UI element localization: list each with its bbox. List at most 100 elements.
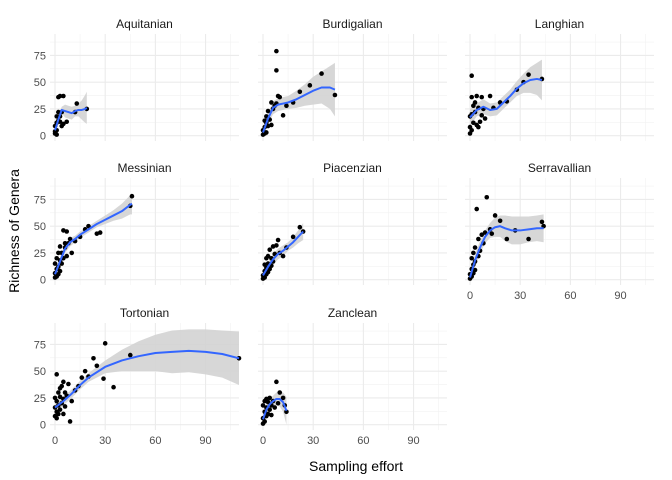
data-point [54, 415, 59, 421]
data-point [297, 89, 303, 95]
panel-piacenzian: Piacenzian [258, 161, 447, 285]
data-point [69, 250, 75, 256]
data-point [69, 398, 75, 404]
smoother-line [469, 77, 543, 119]
x-tick-label: 0 [52, 435, 58, 447]
smoother-line [262, 397, 288, 420]
data-point [64, 253, 70, 259]
x-tick-label: 30 [99, 435, 111, 447]
y-tick-label: 25 [34, 104, 46, 116]
data-point [307, 83, 313, 88]
data-point [269, 100, 274, 105]
data-point [479, 232, 485, 238]
confidence-band [55, 192, 132, 280]
data-point [274, 243, 279, 248]
data-point [482, 116, 488, 121]
data-point [504, 236, 510, 242]
data-point [61, 379, 66, 385]
data-point [56, 390, 61, 395]
data-point [129, 193, 135, 199]
data-point [67, 419, 73, 424]
panel-title: Messinian [117, 161, 171, 175]
data-point [469, 255, 474, 261]
data-point [269, 122, 274, 128]
data-point [472, 245, 478, 250]
panel-messinian: Messinian 0 25 50 75 [34, 161, 239, 287]
data-point [526, 72, 531, 77]
data-point [472, 100, 478, 105]
data-point [284, 409, 289, 415]
data-point [57, 407, 63, 412]
data-point [275, 400, 281, 406]
x-tick-label: 0 [467, 290, 473, 302]
data-point [332, 92, 338, 98]
x-tick-label: 60 [564, 290, 576, 302]
data-point [82, 368, 88, 374]
data-point [54, 132, 59, 137]
data-point [57, 394, 63, 400]
data-point [489, 231, 495, 236]
data-point [474, 206, 480, 212]
x-tick-label: 60 [357, 435, 369, 447]
data-point [267, 407, 273, 412]
data-point [57, 244, 63, 249]
x-tick-label: 30 [307, 435, 319, 447]
data-point [269, 412, 274, 418]
panel-title: Langhian [535, 17, 584, 31]
data-point [476, 124, 481, 130]
data-point [64, 119, 70, 125]
data-point [61, 93, 66, 99]
panels-layer: Aquitanian 0 25 50 75 Burdigalian Langhian Mess… [34, 17, 654, 447]
data-point [61, 411, 66, 417]
data-point [62, 404, 68, 409]
data-point [79, 375, 85, 380]
data-point [102, 341, 108, 346]
data-point [471, 120, 476, 126]
data-point [290, 234, 296, 240]
panel-title: Piacenzian [323, 161, 382, 175]
data-point [479, 113, 485, 118]
smoother-line [262, 86, 336, 133]
data-point [274, 379, 279, 385]
data-point [52, 261, 58, 266]
x-tick-label: 0 [260, 435, 266, 447]
panel-tortonian: Tortonian 0 25 50 75 0 30 60 90 [34, 306, 242, 447]
data-point [280, 113, 286, 118]
data-point [472, 267, 478, 273]
data-point [471, 250, 476, 256]
data-point [54, 372, 59, 377]
data-point [476, 236, 481, 242]
x-tick-label: 60 [149, 435, 161, 447]
smoother-line [54, 106, 88, 131]
data-point [86, 223, 91, 229]
data-point [267, 395, 273, 401]
y-axis-title: Richness of Genera [6, 169, 22, 293]
data-point [265, 399, 271, 405]
confidence-band [263, 62, 335, 138]
data-point [487, 93, 493, 99]
x-tick-label: 90 [407, 435, 419, 447]
y-tick-label: 50 [34, 77, 46, 89]
data-point [274, 68, 279, 73]
y-tick-label: 75 [34, 194, 46, 206]
data-point [57, 268, 63, 274]
confidence-band [470, 214, 544, 283]
data-point [97, 230, 103, 235]
data-point [469, 73, 474, 79]
data-point [274, 48, 279, 54]
data-point [265, 108, 271, 114]
data-point [526, 236, 531, 242]
panel-zanclean: Zanclean 0 30 60 90 [258, 306, 447, 447]
data-point [127, 352, 133, 358]
data-point [484, 194, 490, 200]
x-tick-label: 90 [199, 435, 211, 447]
data-point [54, 398, 59, 404]
data-point [54, 255, 59, 261]
data-point [267, 247, 273, 252]
data-point [497, 218, 503, 224]
y-tick-label: 75 [34, 339, 46, 351]
data-point [264, 130, 269, 135]
data-point [54, 114, 59, 119]
data-point [297, 224, 303, 230]
